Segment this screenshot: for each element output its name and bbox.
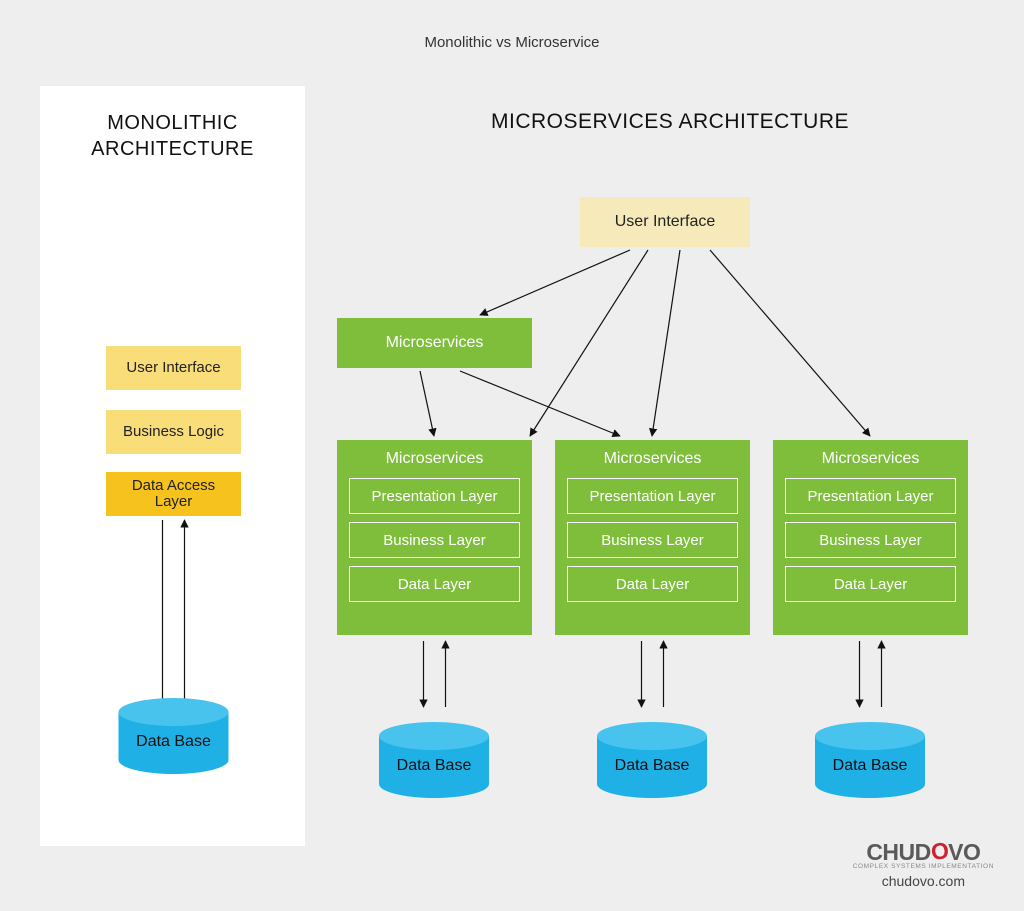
monolithic-panel: MONOLITHIC ARCHITECTURE User Interface Bu…	[40, 86, 305, 846]
microservice-layer-1: Business Layer	[349, 522, 520, 558]
micro-database-0: Data Base	[379, 722, 489, 798]
microservice-layer-2: Data Layer	[567, 566, 738, 602]
microservice-card-title: Microservices	[337, 450, 532, 468]
microservice-layer-0: Presentation Layer	[567, 478, 738, 514]
logo-part-c: VO	[948, 839, 980, 865]
svg-text:Data Base: Data Base	[615, 757, 690, 774]
monolithic-title-line2: ARCHITECTURE	[91, 138, 254, 160]
monolithic-title-line1: MONOLITHIC	[107, 112, 238, 134]
ui-arrow-0	[480, 250, 630, 315]
microservices-title: MICROSERVICES ARCHITECTURE	[330, 110, 1010, 134]
microservice-card-title: Microservices	[555, 450, 750, 468]
microservice-layer-2: Data Layer	[785, 566, 956, 602]
microservice-card-2: Microservices Presentation Layer Business …	[773, 440, 968, 635]
microservice-card-0: Microservices Presentation Layer Business …	[337, 440, 532, 635]
microservice-layer-0: Presentation Layer	[349, 478, 520, 514]
microservice-card-1: Microservices Presentation Layer Business …	[555, 440, 750, 635]
microservice-layer-0: Presentation Layer	[785, 478, 956, 514]
mono-layer-1: Business Logic	[106, 410, 241, 454]
logo-url: chudovo.com	[853, 873, 994, 889]
ui-arrow-3	[710, 250, 870, 436]
logo-tagline: COMPLEX SYSTEMS IMPLEMENTATION	[853, 863, 994, 870]
ui-arrow-1	[530, 250, 648, 436]
ui-arrow-2	[652, 250, 680, 436]
microservice-card-title: Microservices	[773, 450, 968, 468]
ms-arrow-1	[460, 371, 620, 436]
svg-text:Data Base: Data Base	[397, 757, 472, 774]
monolithic-title: MONOLITHIC ARCHITECTURE	[40, 110, 305, 162]
page-title: Monolithic vs Microservice	[0, 34, 1024, 51]
microservice-layer-2: Data Layer	[349, 566, 520, 602]
svg-text:Data Base: Data Base	[833, 757, 908, 774]
logo-wordmark: CHUDOVO	[853, 839, 994, 866]
microservice-gateway: Microservices	[337, 318, 532, 368]
micro-ui-box: User Interface	[580, 197, 750, 247]
micro-database-2: Data Base	[815, 722, 925, 798]
logo-part-o: O	[929, 837, 949, 866]
micro-database-1: Data Base	[597, 722, 707, 798]
logo-part-a: CHUD	[866, 839, 930, 865]
mono-layer-2: Data Access Layer	[106, 472, 241, 516]
ms-arrow-0	[420, 371, 434, 436]
microservice-layer-1: Business Layer	[567, 522, 738, 558]
mono-layer-0: User Interface	[106, 346, 241, 390]
microservice-layer-1: Business Layer	[785, 522, 956, 558]
logo: CHUDOVO COMPLEX SYSTEMS IMPLEMENTATION c…	[853, 839, 994, 889]
